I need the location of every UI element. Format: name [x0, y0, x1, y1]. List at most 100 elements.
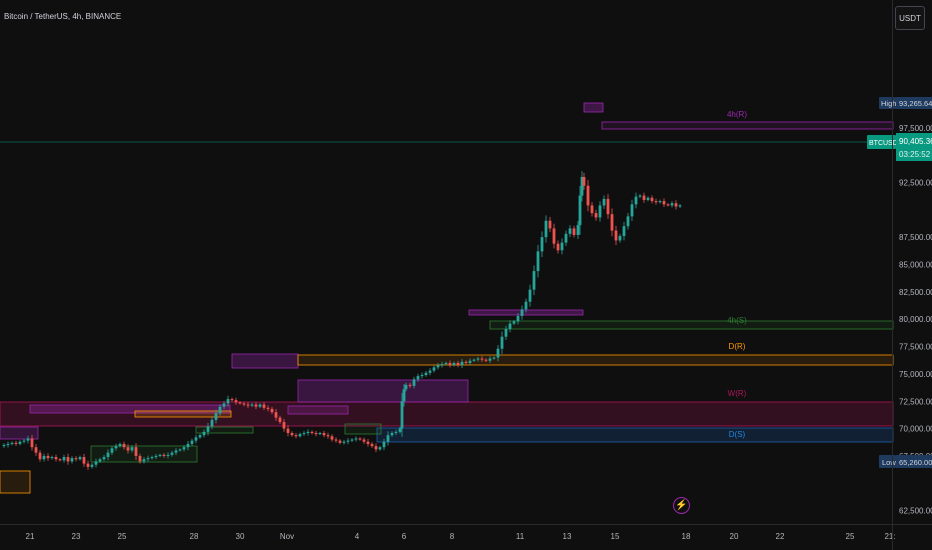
candle-body — [298, 434, 302, 437]
candle-body — [14, 442, 18, 444]
time-tick-label: 11 — [516, 532, 525, 541]
sr-zone — [601, 121, 894, 130]
candle-body — [516, 315, 520, 322]
price-tick-label: 80,000.00 — [899, 315, 932, 324]
candle-body — [38, 452, 42, 460]
candle-body — [314, 432, 318, 435]
candle-body — [98, 459, 102, 462]
candle-body — [666, 204, 670, 206]
candle-body — [70, 458, 74, 462]
price-tick-label: 75,000.00 — [899, 370, 932, 379]
candle-body — [646, 197, 650, 200]
candle-body — [126, 447, 130, 451]
countdown: 03:25:52 — [899, 150, 931, 159]
candle-body — [206, 426, 210, 432]
candle-body — [154, 455, 158, 458]
time-tick-label: 23 — [72, 532, 81, 541]
candle-body — [310, 431, 314, 433]
candle-body — [362, 439, 366, 442]
candle-body — [594, 213, 598, 218]
candle-body — [556, 243, 560, 251]
candle-body — [150, 457, 154, 459]
sr-zone — [297, 379, 469, 403]
candle-body — [230, 399, 234, 401]
currency-button[interactable]: USDT — [895, 6, 925, 30]
candle-body — [634, 196, 638, 205]
candle-body — [520, 309, 524, 316]
zone-label: 4h(R) — [727, 110, 747, 119]
candle-body — [322, 432, 326, 436]
candle-body — [508, 323, 512, 330]
candle-body — [618, 236, 622, 241]
candle-body — [66, 457, 70, 462]
candle-body — [670, 203, 674, 206]
candle-body — [194, 437, 198, 441]
sr-zone — [0, 426, 39, 440]
time-tick-label: 8 — [450, 532, 455, 541]
candle-body — [190, 440, 194, 444]
candle-body — [214, 413, 218, 420]
candle-body — [134, 447, 138, 456]
candle-body — [306, 431, 310, 433]
low-value-badge — [896, 455, 932, 468]
candle-body — [642, 195, 646, 200]
candle-body — [578, 195, 582, 226]
candle-body — [464, 361, 468, 363]
candle-body — [202, 431, 206, 436]
low-value: 65,260.00 — [899, 458, 932, 467]
candle-body — [166, 454, 170, 456]
candle-body — [162, 454, 166, 456]
candle-body — [610, 214, 614, 231]
candle-body — [102, 457, 106, 460]
candle-body — [118, 443, 122, 447]
candle-body — [452, 362, 456, 366]
candle-body — [366, 441, 370, 444]
candle-body — [448, 362, 452, 366]
zone-label: D(R) — [729, 342, 746, 351]
candle-body — [234, 400, 238, 403]
candle-body — [382, 441, 386, 448]
candle-body — [54, 457, 58, 460]
candle-body — [258, 404, 262, 407]
price-tick-label: 97,500.00 — [899, 124, 932, 133]
candle-body — [58, 459, 62, 461]
candle-body — [78, 457, 82, 460]
candle-body — [138, 455, 142, 462]
candle-body — [400, 401, 404, 429]
candle-body — [480, 358, 484, 360]
candle-body — [582, 176, 586, 186]
candle-body — [460, 361, 464, 366]
candle-body — [420, 374, 424, 377]
candle-body — [678, 205, 682, 207]
candle-body — [242, 403, 246, 405]
price-tick-label: 77,500.00 — [899, 343, 932, 352]
candle-body — [512, 321, 516, 324]
candle-body — [338, 440, 342, 443]
candle-body — [386, 435, 390, 442]
candle-body — [142, 459, 146, 462]
candle-body — [326, 435, 330, 437]
time-tick-label: 28 — [190, 532, 199, 541]
candle-body — [416, 376, 420, 380]
candle-body — [350, 439, 354, 441]
candle-body — [158, 454, 162, 456]
candle-body — [424, 372, 428, 375]
candle-body — [528, 289, 532, 302]
candle-body — [174, 450, 178, 453]
flash-icon[interactable]: ⚡ — [673, 497, 690, 514]
sr-zone — [134, 410, 232, 418]
symbol-title: Bitcoin / TetherUS, 4h, BINANCE — [4, 12, 122, 21]
candle-body — [198, 435, 202, 438]
candle-body — [34, 447, 38, 453]
candle-body — [110, 448, 114, 453]
candle-body — [564, 233, 568, 243]
candle-body — [274, 412, 278, 418]
candle-body — [22, 440, 26, 442]
time-tick-label: 13 — [563, 532, 572, 541]
candle-body — [94, 461, 98, 465]
candle-body — [544, 220, 548, 238]
candle-body — [90, 464, 94, 467]
candle-body — [404, 384, 408, 390]
